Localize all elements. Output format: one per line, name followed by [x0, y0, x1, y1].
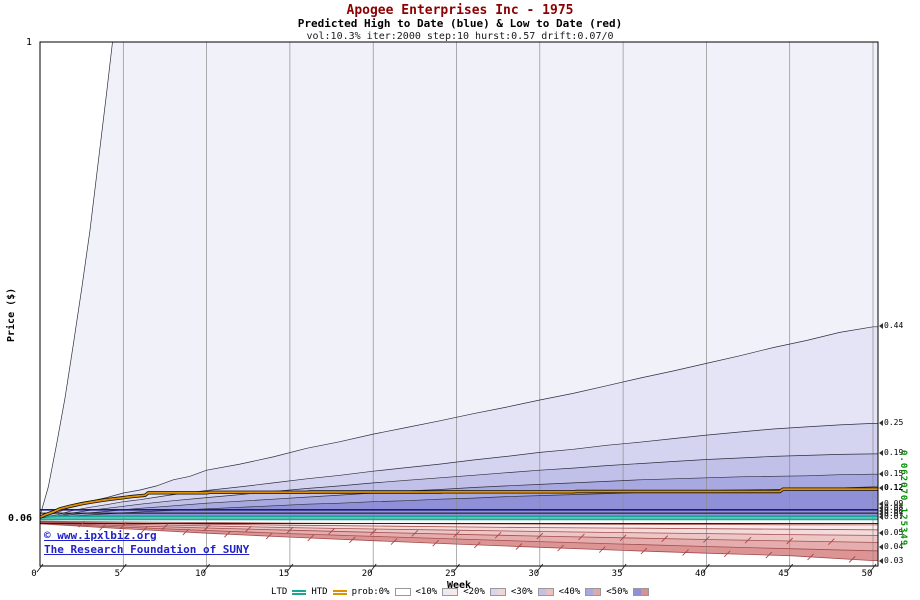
- legend-prob-swatch: [632, 588, 649, 596]
- price-endpoint-value: 0.04: [884, 542, 904, 552]
- x-tick-label: 30: [528, 569, 540, 579]
- legend-prob-swatch: [394, 588, 411, 596]
- swatch-blue: [490, 589, 498, 595]
- price-endpoint-label: 0.12: [879, 484, 903, 492]
- legend-prob-label: prob:0%: [351, 587, 390, 597]
- legend-prob-label: <20%: [463, 587, 485, 597]
- swatch-blue: [395, 589, 403, 595]
- htd-line: [39, 487, 878, 519]
- endpoint-arrow-icon: [879, 470, 883, 477]
- price-endpoint-value: 0.08: [884, 503, 904, 513]
- x-tick-label: 25: [445, 569, 456, 579]
- legend-prob-label: <30%: [510, 587, 533, 597]
- price-endpoint-label: 0.04: [879, 543, 903, 551]
- endpoint-arrow-icon: [879, 544, 883, 551]
- x-tick-label: 20: [361, 569, 373, 579]
- price-endpoint-value: 0.03: [884, 555, 904, 565]
- legend-ltd-label: LTD: [271, 587, 288, 597]
- hatch-marks: [78, 520, 856, 563]
- watermark-url: © www.ipxlbiz.org: [44, 529, 157, 542]
- price-endpoint-label: 0.15: [879, 468, 904, 478]
- endpoint-arrow-icon: [879, 500, 883, 507]
- swatch-blue: [443, 589, 451, 595]
- legend-prob-label: <40%: [558, 587, 581, 597]
- current-ltd-htd-values-label: 0.062070.125349: [898, 450, 908, 547]
- legend: LTD HTD prob:0% <10% <20% <30% <40% <50%: [0, 587, 920, 597]
- legend-prob-swatch: [442, 588, 459, 596]
- endpoint-arrow-icon: [879, 450, 883, 457]
- legend-htd-line-swatch: [332, 589, 347, 595]
- price-endpoint-label: 0.09: [879, 498, 904, 508]
- price-endpoint-value: 0.12: [884, 483, 904, 493]
- price-endpoint-label: 0.07: [879, 511, 904, 521]
- swatch-blue: [633, 589, 641, 595]
- price-endpoint-value: 0.05: [884, 528, 904, 538]
- endpoint-arrow-icon: [879, 557, 883, 564]
- price-endpoint-label: 0.08: [879, 504, 903, 512]
- endpoint-arrow-icon: [879, 485, 883, 492]
- chart-title: Apogee Enterprises Inc - 1975: [346, 3, 574, 18]
- chart-parameters: vol:10.3% iter:2000 step:10 hurst:0.57 d…: [306, 31, 614, 43]
- y-axis-label: Price ($): [6, 287, 17, 342]
- endpoint-arrow-icon: [879, 513, 883, 520]
- x-axis-label: Week: [446, 580, 472, 591]
- legend-prob-swatch: [489, 588, 506, 596]
- endpoint-arrow-icon: [879, 323, 883, 330]
- price-endpoint-value: 0.19: [884, 448, 904, 458]
- price-endpoint-value: 0.44: [884, 321, 904, 331]
- swatch-red: [545, 589, 553, 595]
- x-tick-label: 45: [778, 569, 790, 579]
- y-tick-max: 1: [26, 37, 33, 48]
- legend-prob-label: <50%: [606, 587, 628, 597]
- x-tick-label: 10: [195, 569, 207, 579]
- endpoint-arrow-icon: [879, 419, 883, 426]
- x-tick-label: 0: [31, 569, 37, 579]
- plot-frame: [39, 41, 879, 567]
- price-endpoint-value: 0.25: [884, 417, 904, 427]
- envelope-lines-high: [39, 41, 878, 519]
- y-tick-start-price: 0.06: [8, 513, 33, 524]
- legend-ltd-line-swatch: [292, 589, 307, 595]
- x-tick-label: 5: [114, 569, 120, 579]
- x-tick-label: 50: [861, 569, 873, 579]
- price-endpoint-label: 0.19: [879, 449, 903, 457]
- swatch-red: [402, 589, 410, 595]
- reference-lines: [40, 509, 878, 524]
- swatch-red: [593, 589, 601, 595]
- price-endpoint-value: 0.08: [884, 506, 904, 516]
- chart-subtitle: Predicted High to Date (blue) & Low to D…: [297, 17, 623, 31]
- price-endpoint-value: 0.07: [884, 511, 904, 521]
- probability-bands-high: [40, 42, 878, 518]
- chart-title-block: Apogee Enterprises Inc - 1975 Predicted …: [0, 3, 920, 43]
- legend-htd-label: HTD: [311, 587, 328, 597]
- price-endpoint-label: 0.44: [879, 322, 903, 330]
- price-endpoint-value: 0.09: [884, 498, 904, 508]
- legend-prob-swatch: [537, 588, 554, 596]
- x-axis-tick-marks: [36, 563, 877, 573]
- legend-prob-swatch: [585, 588, 602, 596]
- swatch-red: [497, 589, 505, 595]
- legend-prob-label: <10%: [415, 587, 438, 597]
- price-endpoint-value: 0.15: [884, 468, 904, 478]
- swatch-blue: [538, 589, 546, 595]
- x-tick-label: 40: [694, 569, 706, 579]
- x-tick-label: 35: [611, 569, 623, 579]
- price-endpoint-label: 0.03: [879, 555, 904, 565]
- price-endpoint-label: 0.25: [879, 417, 904, 427]
- watermark-org: The Research Foundation of SUNY: [44, 543, 250, 556]
- price-endpoint-label: 0.05: [879, 529, 903, 537]
- endpoint-arrow-icon: [879, 530, 883, 537]
- endpoint-arrow-icon: [879, 505, 883, 512]
- swatch-red: [640, 589, 648, 595]
- swatch-red: [450, 589, 458, 595]
- x-tick-label: 15: [278, 569, 290, 579]
- price-endpoint-value: 0.07: [884, 509, 904, 519]
- swatch-blue: [586, 589, 594, 595]
